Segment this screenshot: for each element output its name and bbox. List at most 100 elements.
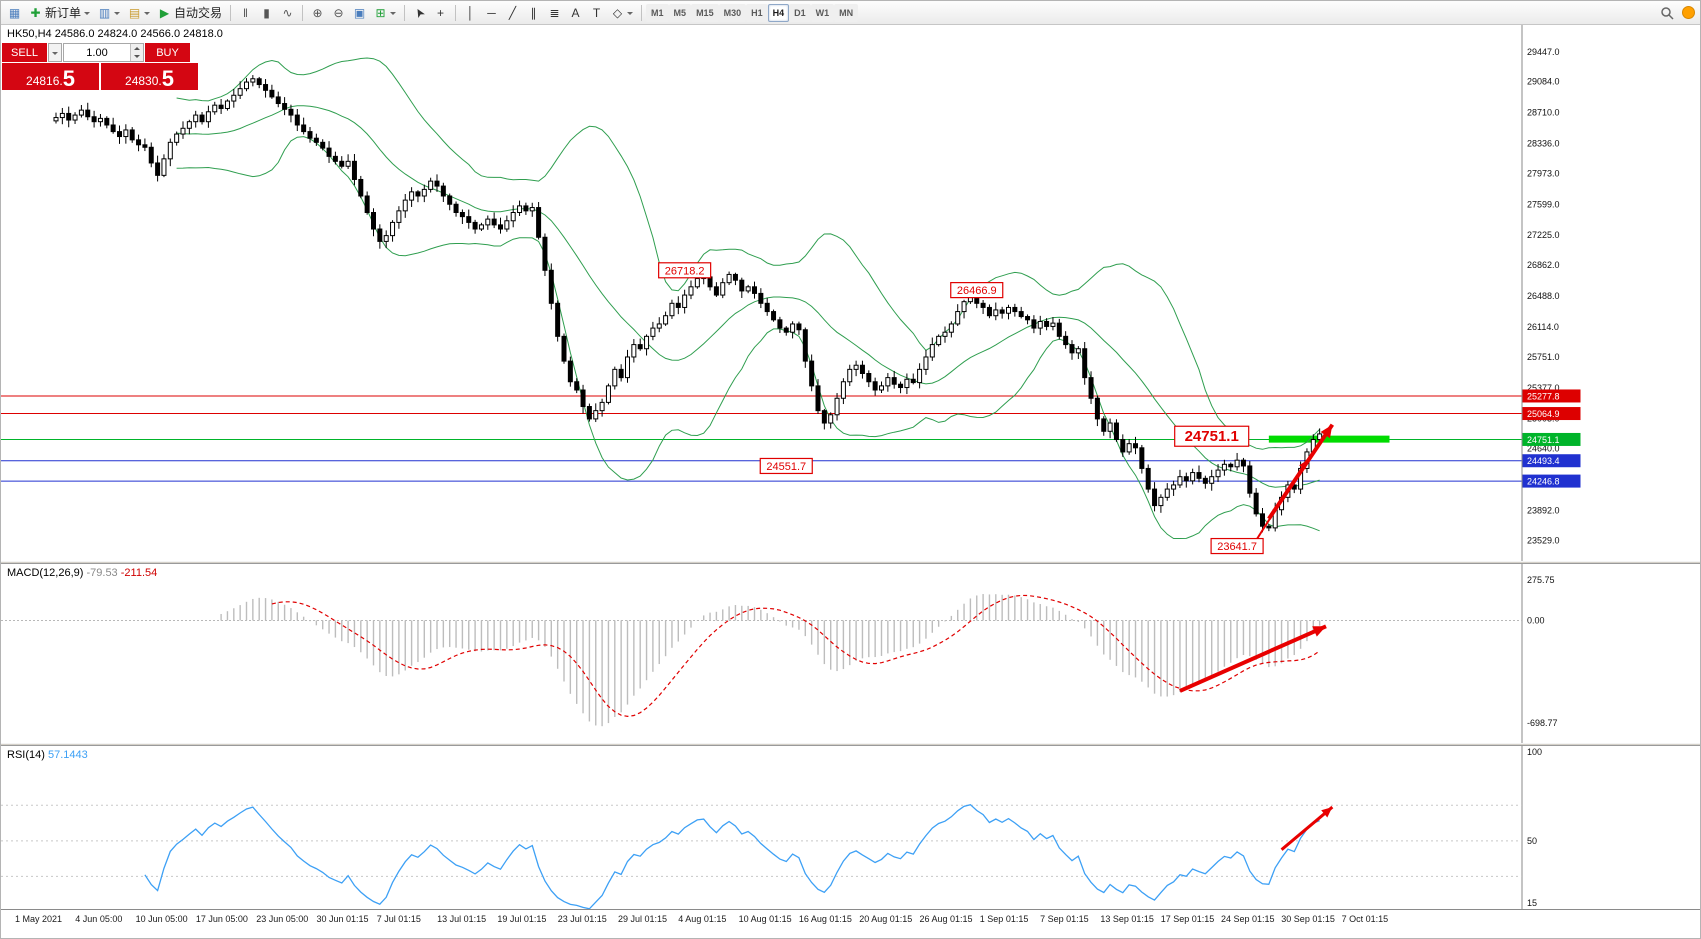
candle-body xyxy=(186,121,192,129)
label-icon[interactable]: T xyxy=(586,3,607,23)
price-axis-badge xyxy=(1522,432,1581,446)
price-annotation-box[interactable] xyxy=(1174,425,1250,447)
time-axis-label: 7 Jul 01:15 xyxy=(376,914,421,924)
candle-body xyxy=(510,212,516,222)
macd-panel[interactable] xyxy=(1,564,1700,743)
zoom-out-icon[interactable]: ⊖ xyxy=(328,3,349,23)
candlestick-chart-icon[interactable]: ▮ xyxy=(256,3,277,23)
timeframe-button-mn[interactable]: MN xyxy=(834,3,859,22)
candle-body xyxy=(745,286,751,292)
candle-body xyxy=(85,109,91,118)
candle-body xyxy=(910,378,916,384)
price-axis-label: 29447.0 xyxy=(1527,47,1560,57)
candlestick-chart-icon: ▮ xyxy=(263,5,270,20)
window-icon[interactable]: ▦ xyxy=(4,3,25,23)
line-chart-icon[interactable]: ∿ xyxy=(277,3,298,23)
stepper-up-icon[interactable] xyxy=(131,44,143,53)
timeframe-button-h1[interactable]: H1 xyxy=(746,3,768,22)
timeframe-button-m15[interactable]: M15 xyxy=(691,3,719,22)
candle-body xyxy=(840,381,846,399)
autotrade-button[interactable]: ▶ 自动交易 xyxy=(154,3,226,23)
timeframe-button-m5[interactable]: M5 xyxy=(668,3,692,22)
time-axis-label: 16 Aug 01:15 xyxy=(798,914,852,924)
charts-icon[interactable]: ▥ xyxy=(94,3,124,23)
price-annotation-box[interactable] xyxy=(1210,537,1264,555)
candle-body xyxy=(345,160,351,167)
channel-icon[interactable]: ∥ xyxy=(523,3,544,23)
buy-button[interactable]: BUY xyxy=(145,43,190,62)
candle-body xyxy=(472,221,478,230)
zoom-in-icon[interactable]: ⊕ xyxy=(307,3,328,23)
trendline-icon[interactable]: ╱ xyxy=(502,3,523,23)
panel-splitter[interactable] xyxy=(1,743,1700,746)
rsi-axis-label: 100 xyxy=(1527,747,1542,757)
price-annotation-text: 24751.1 xyxy=(1185,428,1239,445)
profiles-icon[interactable]: ▤ xyxy=(124,3,154,23)
cursor-icon[interactable]: ➤ xyxy=(409,3,430,23)
sell-price-button[interactable]: 24816. 5 xyxy=(2,63,99,90)
candle-body xyxy=(377,228,383,242)
candle-body xyxy=(586,406,592,420)
macd-trend-arrow[interactable] xyxy=(1179,624,1327,693)
candle-body xyxy=(110,124,116,133)
search-icon[interactable] xyxy=(1660,6,1674,20)
sell-button[interactable]: SELL xyxy=(2,43,47,62)
timeframe-button-m1[interactable]: M1 xyxy=(646,3,669,22)
timeframe-button-w1[interactable]: W1 xyxy=(810,3,835,22)
candle-body xyxy=(879,385,884,391)
macd-main-value: -79.53 xyxy=(86,567,118,579)
candle-body xyxy=(828,414,834,424)
candle-body xyxy=(529,207,535,212)
vertical-line-icon[interactable]: │ xyxy=(460,3,481,23)
candle-body xyxy=(205,111,211,123)
volume-dropdown[interactable] xyxy=(48,43,62,62)
stepper-down-icon[interactable] xyxy=(131,52,143,61)
panel-splitter[interactable] xyxy=(1,561,1700,564)
bar-chart-icon[interactable]: ‖ xyxy=(235,3,256,23)
shapes-icon[interactable]: ◇ xyxy=(607,3,637,23)
tile-windows-icon[interactable]: ▣ xyxy=(349,3,370,23)
price-axis-label: 24640.0 xyxy=(1527,444,1560,454)
line-chart-icon: ∿ xyxy=(282,5,293,20)
indicators-icon[interactable]: ⊞ xyxy=(370,3,400,23)
candle-body xyxy=(567,360,573,383)
timeframe-button-d1[interactable]: D1 xyxy=(789,3,811,22)
price-annotation-box[interactable] xyxy=(950,282,1004,299)
candle-body xyxy=(986,306,992,317)
candle-body xyxy=(796,323,802,331)
price-annotation-box[interactable] xyxy=(658,262,712,279)
text-icon[interactable]: A xyxy=(565,3,586,23)
candle-body xyxy=(853,364,859,370)
crosshair-icon[interactable]: + xyxy=(430,3,451,23)
price-annotation-box[interactable] xyxy=(759,457,813,475)
price-axis-label: 23529.0 xyxy=(1527,535,1560,545)
timeframe-button-h4[interactable]: H4 xyxy=(767,3,790,22)
volume-stepper[interactable] xyxy=(130,44,143,61)
price-annotation-text: 24551.7 xyxy=(766,461,806,473)
time-axis-label: 4 Aug 01:15 xyxy=(678,914,727,924)
window-icon: ▦ xyxy=(8,5,21,20)
price-axis-badge-text: 24246.8 xyxy=(1527,477,1560,487)
time-axis-label: 23 Jun 05:00 xyxy=(256,914,309,924)
candle-body xyxy=(777,319,783,329)
candle-body xyxy=(726,273,732,284)
volume-input[interactable] xyxy=(64,44,130,61)
candle-body xyxy=(148,146,154,164)
candle-body xyxy=(491,218,497,226)
timeframe-button-m30[interactable]: M30 xyxy=(718,3,747,22)
new-order-button[interactable]: ✚ 新订单 xyxy=(25,3,94,23)
fibonacci-icon[interactable]: ≣ xyxy=(544,3,565,23)
rsi-panel[interactable] xyxy=(1,746,1700,909)
candle-body xyxy=(752,286,757,294)
rsi-trend-arrow[interactable] xyxy=(1280,805,1334,851)
candle-body xyxy=(917,368,923,384)
status-icon[interactable] xyxy=(1682,6,1695,19)
candle-body xyxy=(1221,463,1227,471)
candle-body xyxy=(625,356,630,379)
symbol-ohlc-header: HK50,H4 24586.0 24824.0 24566.0 24818.0 xyxy=(7,28,223,40)
price-axis-label: 27599.0 xyxy=(1527,199,1560,209)
trend-arrow[interactable] xyxy=(1267,423,1335,520)
buy-price-button[interactable]: 24830. 5 xyxy=(101,63,198,90)
horizontal-line-icon[interactable]: ─ xyxy=(481,3,502,23)
